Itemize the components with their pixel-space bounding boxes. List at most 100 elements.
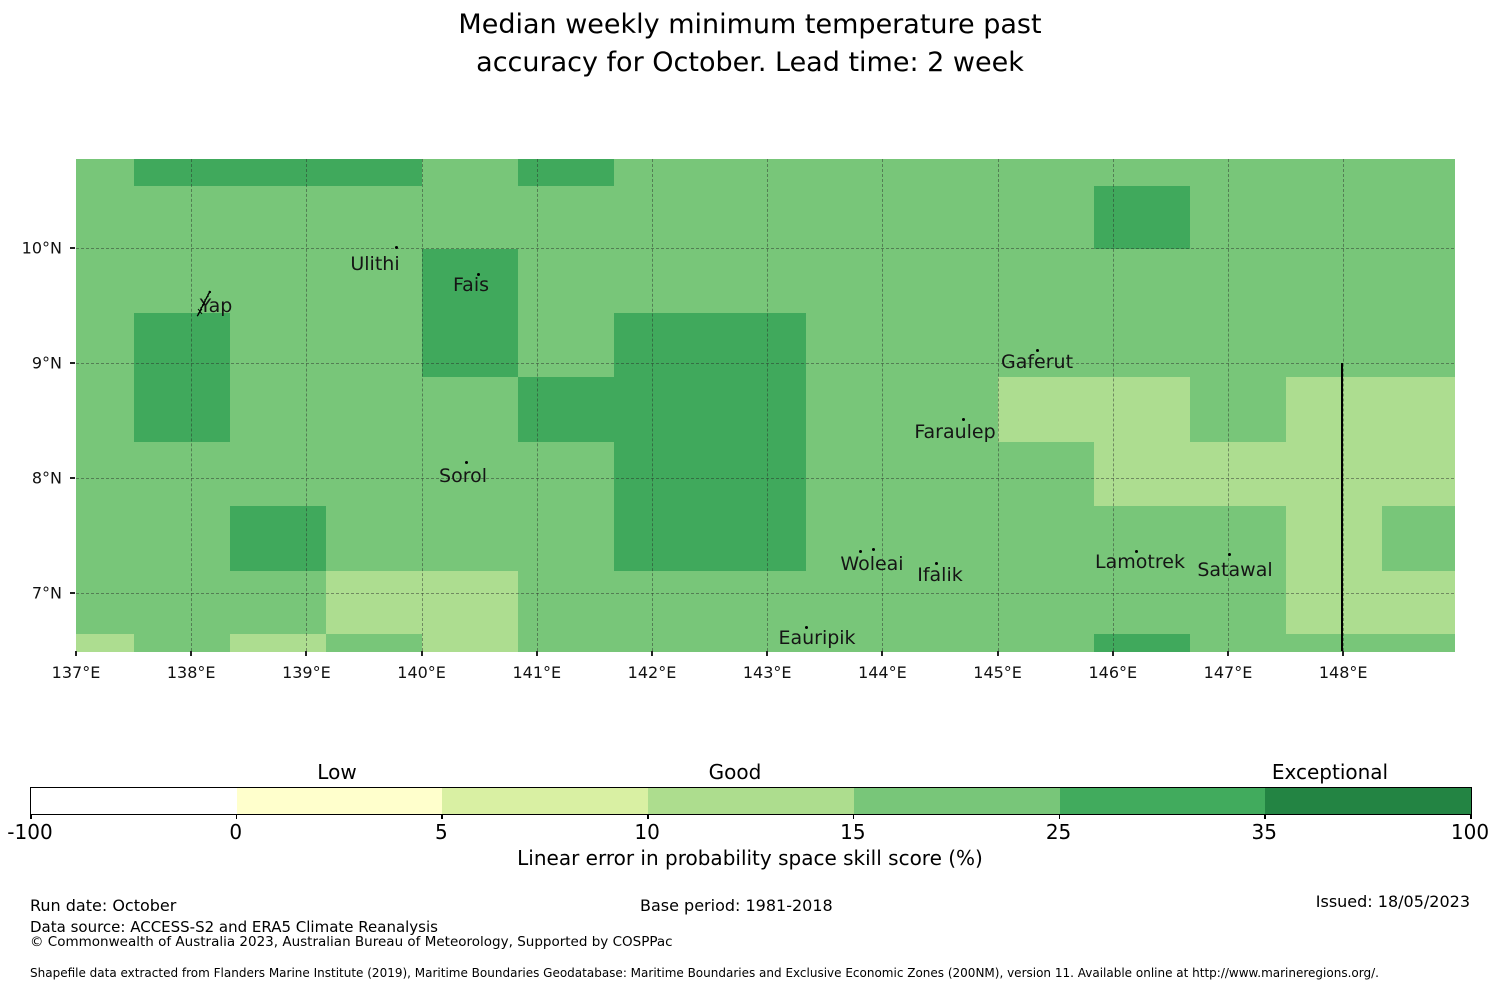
island-marker-dot [394,245,398,249]
colorbar-axis-label: Linear error in probability space skill … [517,846,983,870]
map-cell [421,249,519,314]
map-cell [613,506,711,572]
map-cell [325,186,423,250]
map-cell [709,313,807,378]
x-axis-tick [190,651,193,656]
map-cell [517,441,615,507]
colorbar [30,787,1472,815]
map-cell [997,159,1095,187]
grid-line-meridian [882,159,884,651]
colorbar-tick [30,814,32,819]
map-cell [1285,249,1383,314]
map-cell [133,159,231,187]
copyright-text: © Commonwealth of Australia 2023, Austra… [30,934,673,950]
x-axis-tick [651,651,653,656]
x-axis-tick [535,651,538,656]
map-cell [1285,159,1383,187]
map-cell [901,377,999,443]
island-marker-dot [858,549,862,553]
map-cell [901,313,999,378]
map-cell [613,159,711,187]
map-cell [76,313,135,378]
grid-line-meridian [1343,159,1345,651]
map-cell [1285,570,1383,635]
eez-boundary-line [1341,363,1343,651]
map-cell [1093,506,1191,572]
grid-line-meridian [421,159,423,651]
map-cell [1093,570,1191,635]
map-cell [1381,159,1455,187]
map-cell [997,186,1095,250]
map-cell [133,186,231,250]
island-marker-dot [1134,549,1138,553]
map-cell [613,186,711,250]
map-cell [76,249,135,314]
colorbar-tick-label: 10 [634,820,660,844]
chart-title-line1: Median weekly minimum temperature past [458,9,1042,40]
grid-line-meridian [306,159,308,651]
colorbar-segment [31,788,238,814]
x-tick-label: 146°E [1088,663,1138,682]
map-cell [901,441,999,507]
map-cell [709,441,807,507]
base-period-text: Base period: 1981-2018 [640,896,833,915]
map-cell [133,506,231,572]
colorbar-segment [648,788,855,814]
map-cell [76,634,135,652]
x-axis-tick [1342,651,1345,656]
island-label: Yap [199,295,233,317]
map-cell [517,159,615,187]
map-cell [709,377,807,443]
y-tick-label: 10°N [21,238,62,258]
map-cell [1189,313,1287,378]
map-cell [325,377,423,443]
grid-line-parallel [76,247,1454,249]
grid-line-meridian [536,159,538,651]
map-cell [901,570,999,635]
map-cell [1189,377,1287,443]
colorbar-segment [236,788,443,814]
map-cell [613,441,711,507]
map-cell [805,441,903,507]
colorbar-tick-label: -100 [7,820,53,844]
map-cell [805,570,903,635]
map-cell [325,159,423,187]
map-cell [421,506,519,572]
map-cell [805,634,903,652]
island-marker-dot [476,272,480,276]
colorbar-tick [647,814,649,819]
x-axis-tick [75,651,77,656]
colorbar-tick-label: 5 [435,820,448,844]
map-cell [613,249,711,314]
map-cell [133,313,231,378]
grid-line-meridian [1112,159,1114,651]
island-marker-dot [934,561,938,565]
colorbar-category-label: Exceptional [1271,760,1389,784]
map-cell [1285,634,1383,652]
map-cell [517,570,615,635]
y-axis-tick [70,477,75,480]
x-tick-label: 145°E [973,663,1022,682]
map-cell [325,249,423,314]
colorbar-category-label: Low [317,760,357,784]
island-label: Satawal [1197,559,1273,581]
map-cell [76,186,135,250]
map-cell [421,377,519,443]
colorbar-category-label: Good [708,760,762,784]
x-tick-label: 143°E [742,663,792,682]
map-cell [1189,249,1287,314]
map-cell [229,186,327,250]
map-cell [229,377,327,443]
y-tick-label: 8°N [31,468,62,488]
grid-line-parallel [76,593,1454,595]
grid-line-parallel [76,363,1454,364]
map-cell [709,159,807,187]
map-cell [517,313,615,378]
map-cell [133,249,231,314]
colorbar-segment [1265,788,1472,814]
island-marker-dot [464,460,468,464]
colorbar-tick [1058,814,1061,819]
colorbar-segment [853,788,1061,814]
